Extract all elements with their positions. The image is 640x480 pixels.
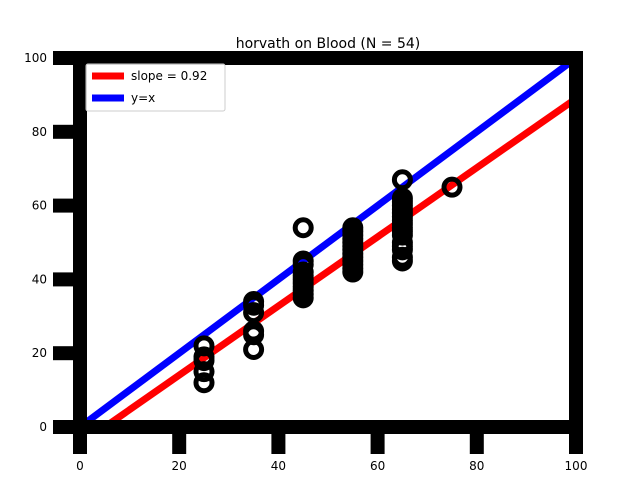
y-tick-label: 20 xyxy=(32,346,47,360)
legend-label-slope: slope = 0.92 xyxy=(131,69,207,83)
data-point xyxy=(193,361,215,383)
y-tick-mark xyxy=(53,124,80,139)
fit-line-slope xyxy=(102,95,576,427)
axes: 0 20 40 60 80 100 0 20 40 60 80 100 xyxy=(24,51,587,473)
y-tick-label: 0 xyxy=(39,420,47,434)
y-tick-label: 40 xyxy=(32,272,47,286)
x-tick-label: 60 xyxy=(370,459,385,473)
y-tick-label: 80 xyxy=(32,125,47,139)
plot-area xyxy=(80,58,576,427)
plot-content xyxy=(80,58,576,427)
identity-line xyxy=(80,58,576,427)
data-point xyxy=(193,350,215,372)
y-tick-mark xyxy=(53,51,80,65)
data-point xyxy=(441,176,463,198)
data-point xyxy=(292,287,314,309)
x-tick-mark xyxy=(569,427,583,454)
x-tick-label: 80 xyxy=(469,459,484,473)
y-tick-mark xyxy=(53,420,80,434)
x-tick-label: 100 xyxy=(565,459,588,473)
x-tick-label: 20 xyxy=(172,459,187,473)
data-point xyxy=(193,372,215,394)
data-point xyxy=(243,294,265,316)
x-tick-label: 40 xyxy=(271,459,286,473)
y-tick-label: 60 xyxy=(32,199,47,213)
y-tick-label: 100 xyxy=(24,51,47,65)
chart-title: horvath on Blood (N = 54) xyxy=(236,36,421,52)
y-tick-mark xyxy=(53,198,80,213)
data-point xyxy=(391,169,413,191)
data-point xyxy=(243,339,265,361)
y-tick-mark xyxy=(53,272,80,287)
x-tick-mark xyxy=(271,427,286,454)
data-point xyxy=(391,239,413,261)
data-point xyxy=(292,217,314,239)
data-point xyxy=(342,261,364,283)
y-tick-mark xyxy=(53,346,80,361)
x-tick-mark xyxy=(172,427,187,454)
legend: slope = 0.92 y=x xyxy=(85,63,226,112)
x-tick-label: 0 xyxy=(76,459,84,473)
x-tick-mark xyxy=(370,427,385,454)
x-tick-mark xyxy=(469,427,484,454)
data-point xyxy=(391,250,413,272)
legend-label-identity: y=x xyxy=(131,91,155,105)
